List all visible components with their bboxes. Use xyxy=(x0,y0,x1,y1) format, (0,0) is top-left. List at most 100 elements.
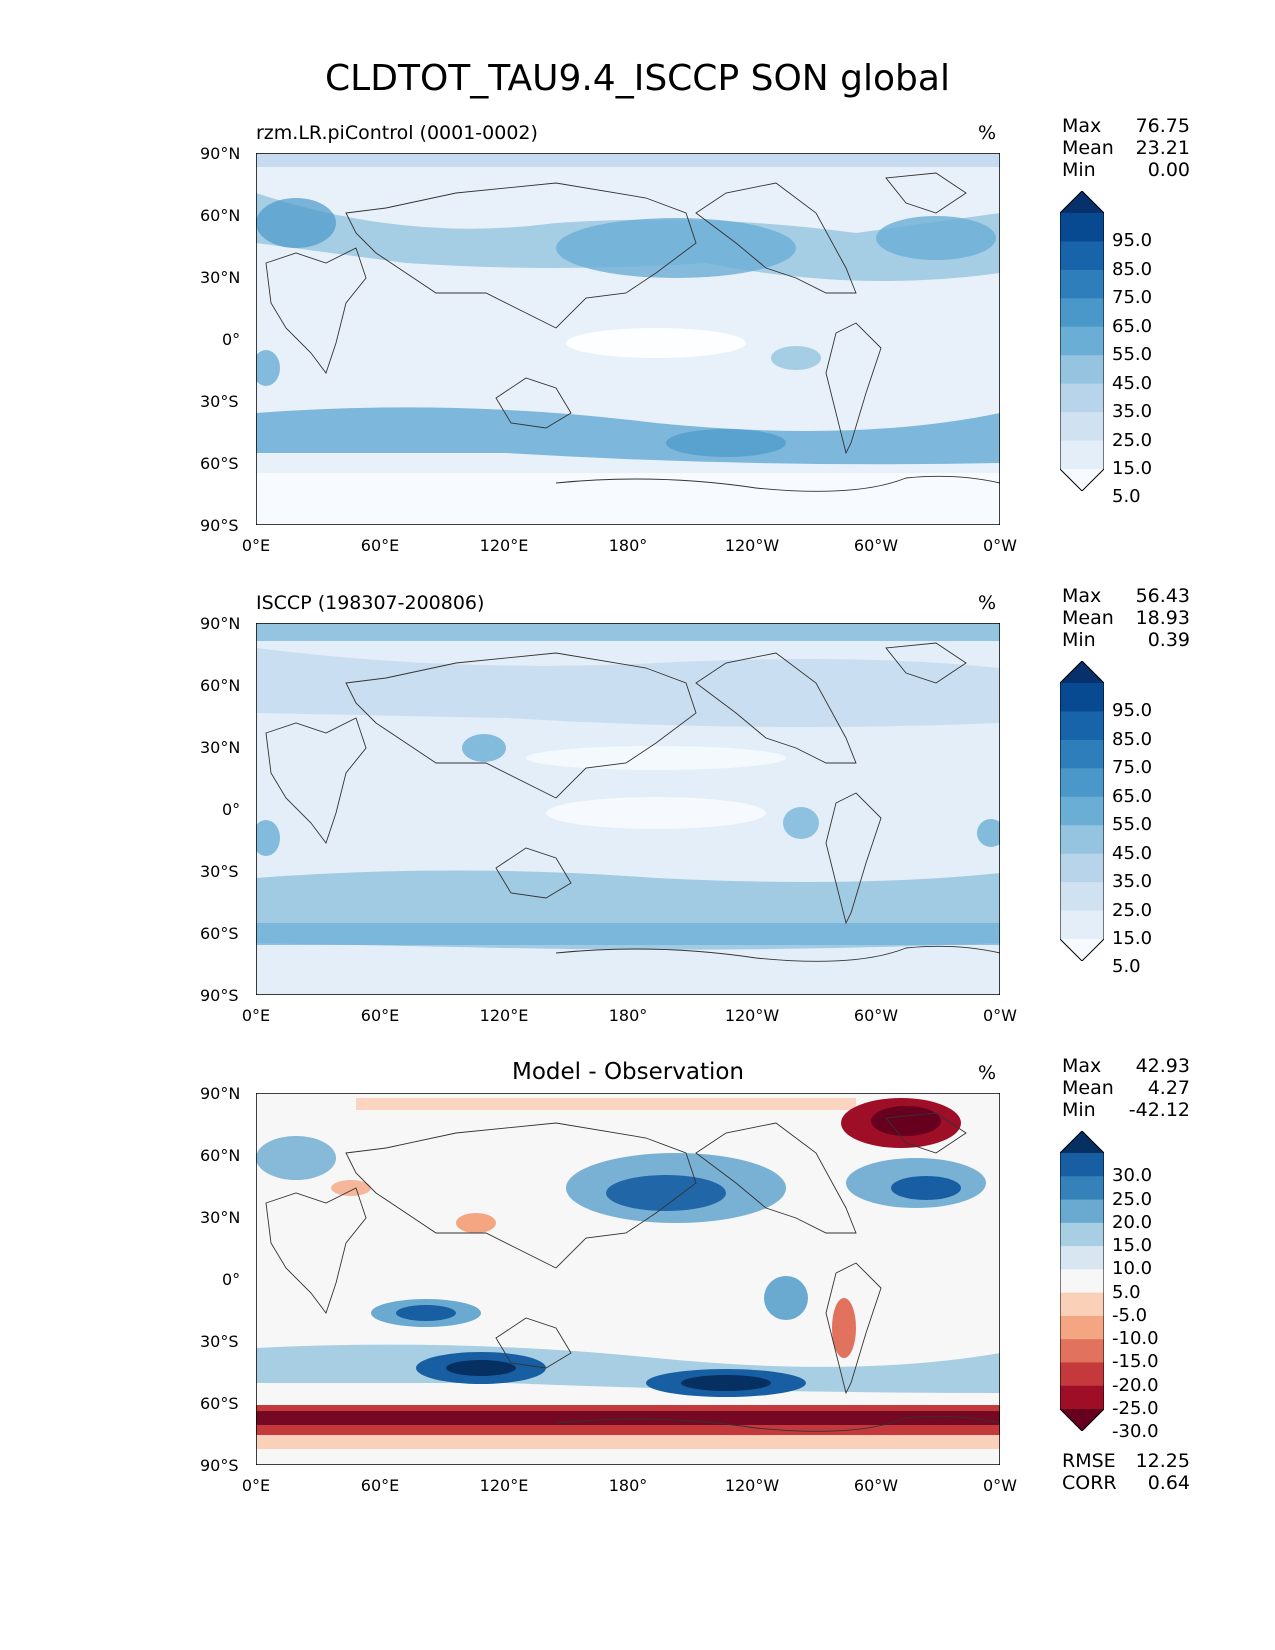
stats-block: Max 42.93 Mean 4.27 Min -42.12 xyxy=(1062,1055,1190,1121)
colorbar-segment xyxy=(1060,241,1104,271)
colorbar-segment xyxy=(1060,853,1104,883)
lat-label: 30°S xyxy=(200,392,239,411)
colorbar-segment xyxy=(1060,739,1104,769)
stat-label: Max xyxy=(1062,115,1102,137)
colorbar-segment xyxy=(1060,1199,1104,1224)
stat-value: 0.39 xyxy=(1147,629,1190,651)
lat-label: 90°N xyxy=(200,144,241,163)
stat-value: 12.25 xyxy=(1135,1450,1190,1472)
colorbar-tick-label: 45.0 xyxy=(1112,842,1153,864)
colorbar-segment xyxy=(1060,768,1104,798)
colorbar-segment xyxy=(1060,412,1104,442)
colorbar xyxy=(1060,1131,1104,1431)
colorbar-extension-bottom xyxy=(1060,1409,1104,1431)
stat-value: 56.43 xyxy=(1135,585,1190,607)
colorbar-tick-label: 5.0 xyxy=(1112,1281,1141,1303)
colorbar-tick-label: 75.0 xyxy=(1112,287,1153,309)
stat-value: 0.64 xyxy=(1147,1472,1190,1494)
colorbar-tick-label: 55.0 xyxy=(1112,344,1153,366)
colorbar-segment xyxy=(1060,298,1104,328)
stat-label: Mean xyxy=(1062,1077,1114,1099)
colorbar-tick-label: -10.0 xyxy=(1112,1328,1159,1350)
map-plot xyxy=(256,153,1000,525)
lon-label: 0°E xyxy=(241,1476,271,1495)
unit-label: % xyxy=(978,122,997,144)
colorbar-extension-bottom xyxy=(1060,939,1104,961)
lon-label: 0°W xyxy=(983,536,1017,555)
lat-label: 90°S xyxy=(200,986,239,1005)
model-panel: rzm.LR.piControl (0001-0002) % Max 76.75 … xyxy=(0,115,1275,623)
colorbar-tick-label: 5.0 xyxy=(1112,956,1141,978)
panel-title: Model - Observation xyxy=(511,1059,745,1085)
lon-label: 0°E xyxy=(241,536,271,555)
lat-label: 60°S xyxy=(200,924,239,943)
colorbar-segment xyxy=(1060,1385,1104,1410)
lat-label: 60°N xyxy=(200,206,241,225)
stat-label: Min xyxy=(1062,159,1096,181)
colorbar-tick-label: 65.0 xyxy=(1112,315,1153,337)
colorbar-tick-label: 65.0 xyxy=(1112,785,1153,807)
lon-label: 0°E xyxy=(241,1006,271,1025)
lon-label: 60°E xyxy=(360,1006,400,1025)
colorbar-segment xyxy=(1060,711,1104,741)
colorbar-tick-label: -25.0 xyxy=(1112,1398,1159,1419)
colorbar-segment xyxy=(1060,796,1104,826)
lat-label: 30°N xyxy=(200,1208,241,1227)
colorbar-segment xyxy=(1060,355,1104,385)
colorbar-segment xyxy=(1060,1292,1104,1317)
colorbar-segment xyxy=(1060,269,1104,299)
obs-panel: ISCCP (198307-200806) % Max 56.43 Mean 18.… xyxy=(0,585,1275,1093)
unit-label: % xyxy=(978,1062,997,1084)
colorbar-extension-top xyxy=(1060,191,1104,213)
lon-label: 60°W xyxy=(853,1006,899,1025)
colorbar-tick-label: 45.0 xyxy=(1112,372,1153,394)
colorbar-tick-label: 10.0 xyxy=(1112,1258,1153,1280)
colorbar-tick-label: 15.0 xyxy=(1112,928,1153,949)
stat-label: Max xyxy=(1062,1055,1102,1077)
lat-label: 30°S xyxy=(200,1332,239,1351)
panel-title: rzm.LR.piControl (0001-0002) xyxy=(256,122,538,144)
colorbar-tick-label: 55.0 xyxy=(1112,814,1153,836)
lat-label: 0° xyxy=(222,1270,241,1289)
lon-label: 180° xyxy=(608,1006,648,1025)
colorbar-tick-label: 85.0 xyxy=(1112,728,1153,750)
colorbar-tick-label: 95.0 xyxy=(1112,700,1153,722)
stat-value: 4.27 xyxy=(1147,1077,1190,1099)
colorbar-segment xyxy=(1060,440,1104,470)
lat-label: 60°S xyxy=(200,454,239,473)
colorbar-segment xyxy=(1060,1222,1104,1247)
stat-label: CORR xyxy=(1062,1472,1117,1494)
colorbar-segment xyxy=(1060,1153,1104,1177)
lon-label: 180° xyxy=(608,1476,648,1495)
colorbar-tick-label: 85.0 xyxy=(1112,258,1153,280)
lat-label: 0° xyxy=(222,330,241,349)
lon-label: 60°E xyxy=(360,1476,400,1495)
map-plot xyxy=(256,623,1000,995)
error-stats: RMSE 12.25 CORR 0.64 xyxy=(1062,1450,1190,1494)
colorbar-tick-label: -30.0 xyxy=(1112,1421,1159,1443)
colorbar-tick-label: 25.0 xyxy=(1112,429,1153,451)
colorbar-tick-label: 25.0 xyxy=(1112,899,1153,921)
colorbar-segment xyxy=(1060,1362,1104,1387)
lon-label: 120°W xyxy=(724,1476,780,1495)
colorbar-segment xyxy=(1060,1315,1104,1340)
colorbar-tick-label: 35.0 xyxy=(1112,871,1153,893)
stat-label: Mean xyxy=(1062,607,1114,629)
colorbar-segment xyxy=(1060,1246,1104,1270)
stats-block: Max 76.75 Mean 23.21 Min 0.00 xyxy=(1062,115,1190,181)
stat-value: -42.12 xyxy=(1128,1099,1190,1121)
colorbar-segment xyxy=(1060,910,1104,940)
lat-label: 60°S xyxy=(200,1394,239,1413)
lat-label: 30°S xyxy=(200,862,239,881)
colorbar-segment xyxy=(1060,383,1104,413)
lat-label: 30°N xyxy=(200,738,241,757)
stat-value: 0.00 xyxy=(1147,159,1190,181)
lat-label: 30°N xyxy=(200,268,241,287)
colorbar-extension-top xyxy=(1060,1131,1104,1153)
difference-panel: Model - Observation % Max 42.93 Mean 4.27 … xyxy=(0,1055,1275,1563)
stat-value: 76.75 xyxy=(1135,115,1190,137)
lat-label: 90°N xyxy=(200,1084,241,1103)
colorbar-tick-label: 75.0 xyxy=(1112,757,1153,779)
lat-label: 60°N xyxy=(200,1146,241,1165)
colorbar-segment xyxy=(1060,683,1104,712)
